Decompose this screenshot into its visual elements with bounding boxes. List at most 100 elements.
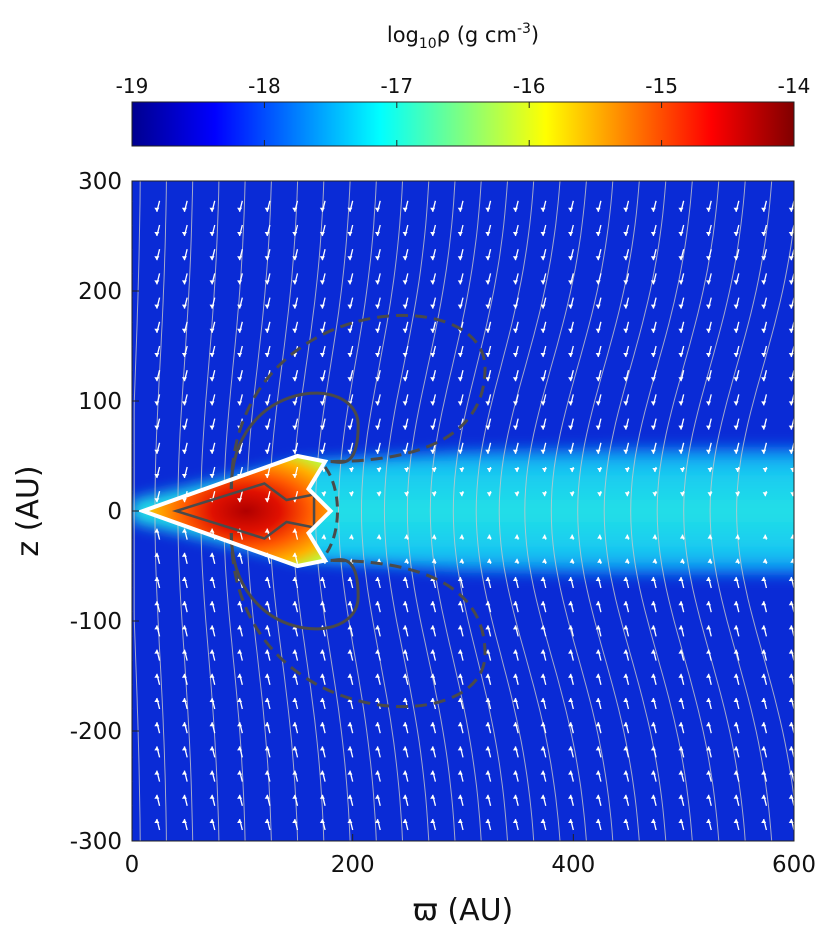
velocity-arrow-head [623, 377, 629, 382]
velocity-arrow-head [706, 698, 711, 702]
velocity-arrow-head [127, 746, 132, 750]
velocity-arrow-head [624, 534, 630, 539]
velocity-arrow-head [209, 353, 215, 357]
colorbar-tick-label: -16 [513, 74, 546, 98]
velocity-arrow-head [679, 492, 685, 497]
velocity-arrow-head [624, 468, 630, 472]
velocity-arrow-head [375, 425, 380, 430]
velocity-arrow-head [127, 722, 132, 726]
velocity-arrow-head [404, 492, 410, 497]
velocity-arrow-head [597, 558, 603, 563]
velocity-arrow-head [237, 698, 243, 702]
velocity-arrow-head [650, 601, 656, 606]
colorbar-tick-label: -18 [248, 74, 281, 98]
velocity-arrow-head [127, 208, 132, 212]
velocity-arrow-head [209, 280, 215, 285]
velocity-arrow-head [237, 625, 243, 630]
velocity-arrow-head [788, 601, 794, 606]
velocity-arrow-head [762, 492, 768, 497]
velocity-arrow-head [181, 377, 187, 382]
velocity-arrow-head [127, 329, 132, 333]
velocity-arrow-head [761, 449, 767, 454]
colorbar-tick-label: -17 [380, 74, 413, 98]
velocity-arrow-head [402, 353, 408, 357]
velocity-arrow-head [540, 328, 546, 333]
velocity-arrow-head [264, 770, 270, 775]
velocity-arrow-head [347, 280, 353, 285]
velocity-arrow-head [788, 673, 794, 678]
velocity-arrow-head [762, 534, 768, 539]
velocity-arrow-head [459, 492, 465, 497]
velocity-arrow-head [209, 722, 215, 727]
velocity-arrow-head [706, 746, 711, 751]
disk-density [143, 456, 331, 566]
velocity-arrow-head [568, 649, 574, 654]
velocity-arrow-head [375, 207, 380, 212]
velocity-arrow-head [237, 207, 243, 212]
velocity-arrow-head [595, 722, 601, 727]
velocity-arrow-head [375, 698, 380, 702]
velocity-arrow-head [376, 492, 382, 497]
velocity-arrow-head [375, 280, 380, 285]
velocity-arrow-head [568, 794, 574, 799]
velocity-arrow-head [154, 528, 160, 533]
velocity-arrow-head [623, 770, 629, 775]
velocity-arrow-head [430, 449, 436, 454]
colorbar-tick-label: -15 [645, 74, 678, 98]
velocity-arrow-head [292, 401, 298, 406]
velocity-arrow-head [650, 256, 656, 261]
velocity-arrow-head [540, 601, 546, 606]
velocity-arrow-head [347, 232, 353, 236]
velocity-arrow-head [402, 698, 408, 702]
velocity-arrow-head [788, 722, 794, 727]
velocity-arrow-head [595, 425, 601, 430]
velocity-arrow-head [512, 819, 518, 823]
velocity-arrow-head [264, 649, 270, 654]
velocity-arrow-head [788, 770, 794, 775]
velocity-arrow-head [127, 795, 132, 799]
velocity-arrow-head [512, 649, 518, 654]
velocity-arrow-head [761, 673, 767, 678]
velocity-arrow-head [237, 601, 243, 606]
velocity-arrow-head [347, 625, 353, 630]
velocity-arrow-head [237, 552, 243, 557]
velocity-arrow-head [292, 794, 298, 799]
velocity-arrow-head [650, 328, 656, 333]
velocity-arrow-head [127, 577, 132, 581]
velocity-arrow-head [788, 625, 794, 630]
velocity-arrow-head [154, 625, 160, 630]
velocity-arrow-head [237, 794, 243, 799]
velocity-arrow-head [678, 232, 684, 236]
velocity-arrow-head [292, 256, 298, 261]
velocity-arrow-head [348, 492, 354, 497]
velocity-arrow-head [292, 649, 298, 654]
velocity-arrow-head [485, 819, 491, 823]
velocity-arrow-head [733, 698, 739, 702]
velocity-arrow-head [319, 401, 325, 406]
velocity-arrow-head [540, 625, 546, 630]
velocity-arrow-head [127, 698, 132, 702]
velocity-arrow-head [568, 353, 574, 357]
velocity-arrow-head [733, 232, 739, 236]
velocity-arrow-head [678, 425, 684, 430]
contour-dashed [229, 532, 487, 709]
velocity-arrow-head [264, 746, 270, 751]
velocity-arrow-head [237, 328, 243, 333]
velocity-arrow-head [485, 698, 491, 702]
velocity-arrow-head [733, 625, 739, 630]
velocity-arrow-head [540, 449, 546, 454]
velocity-arrow-head [181, 601, 187, 606]
velocity-arrow-head [733, 449, 739, 454]
velocity-arrow-head [347, 425, 353, 430]
velocity-arrow-head [319, 232, 325, 236]
velocity-arrow-head [319, 794, 325, 799]
velocity-arrow-head [154, 280, 160, 285]
velocity-arrow-head [623, 819, 629, 823]
velocity-arrow-head [733, 794, 739, 799]
velocity-arrow-head [264, 722, 270, 727]
velocity-arrow-head [127, 450, 132, 454]
velocity-arrow-head [623, 353, 629, 357]
contour-solid [229, 532, 360, 631]
velocity-arrow-head [319, 746, 325, 751]
velocity-arrow-head [623, 601, 629, 606]
